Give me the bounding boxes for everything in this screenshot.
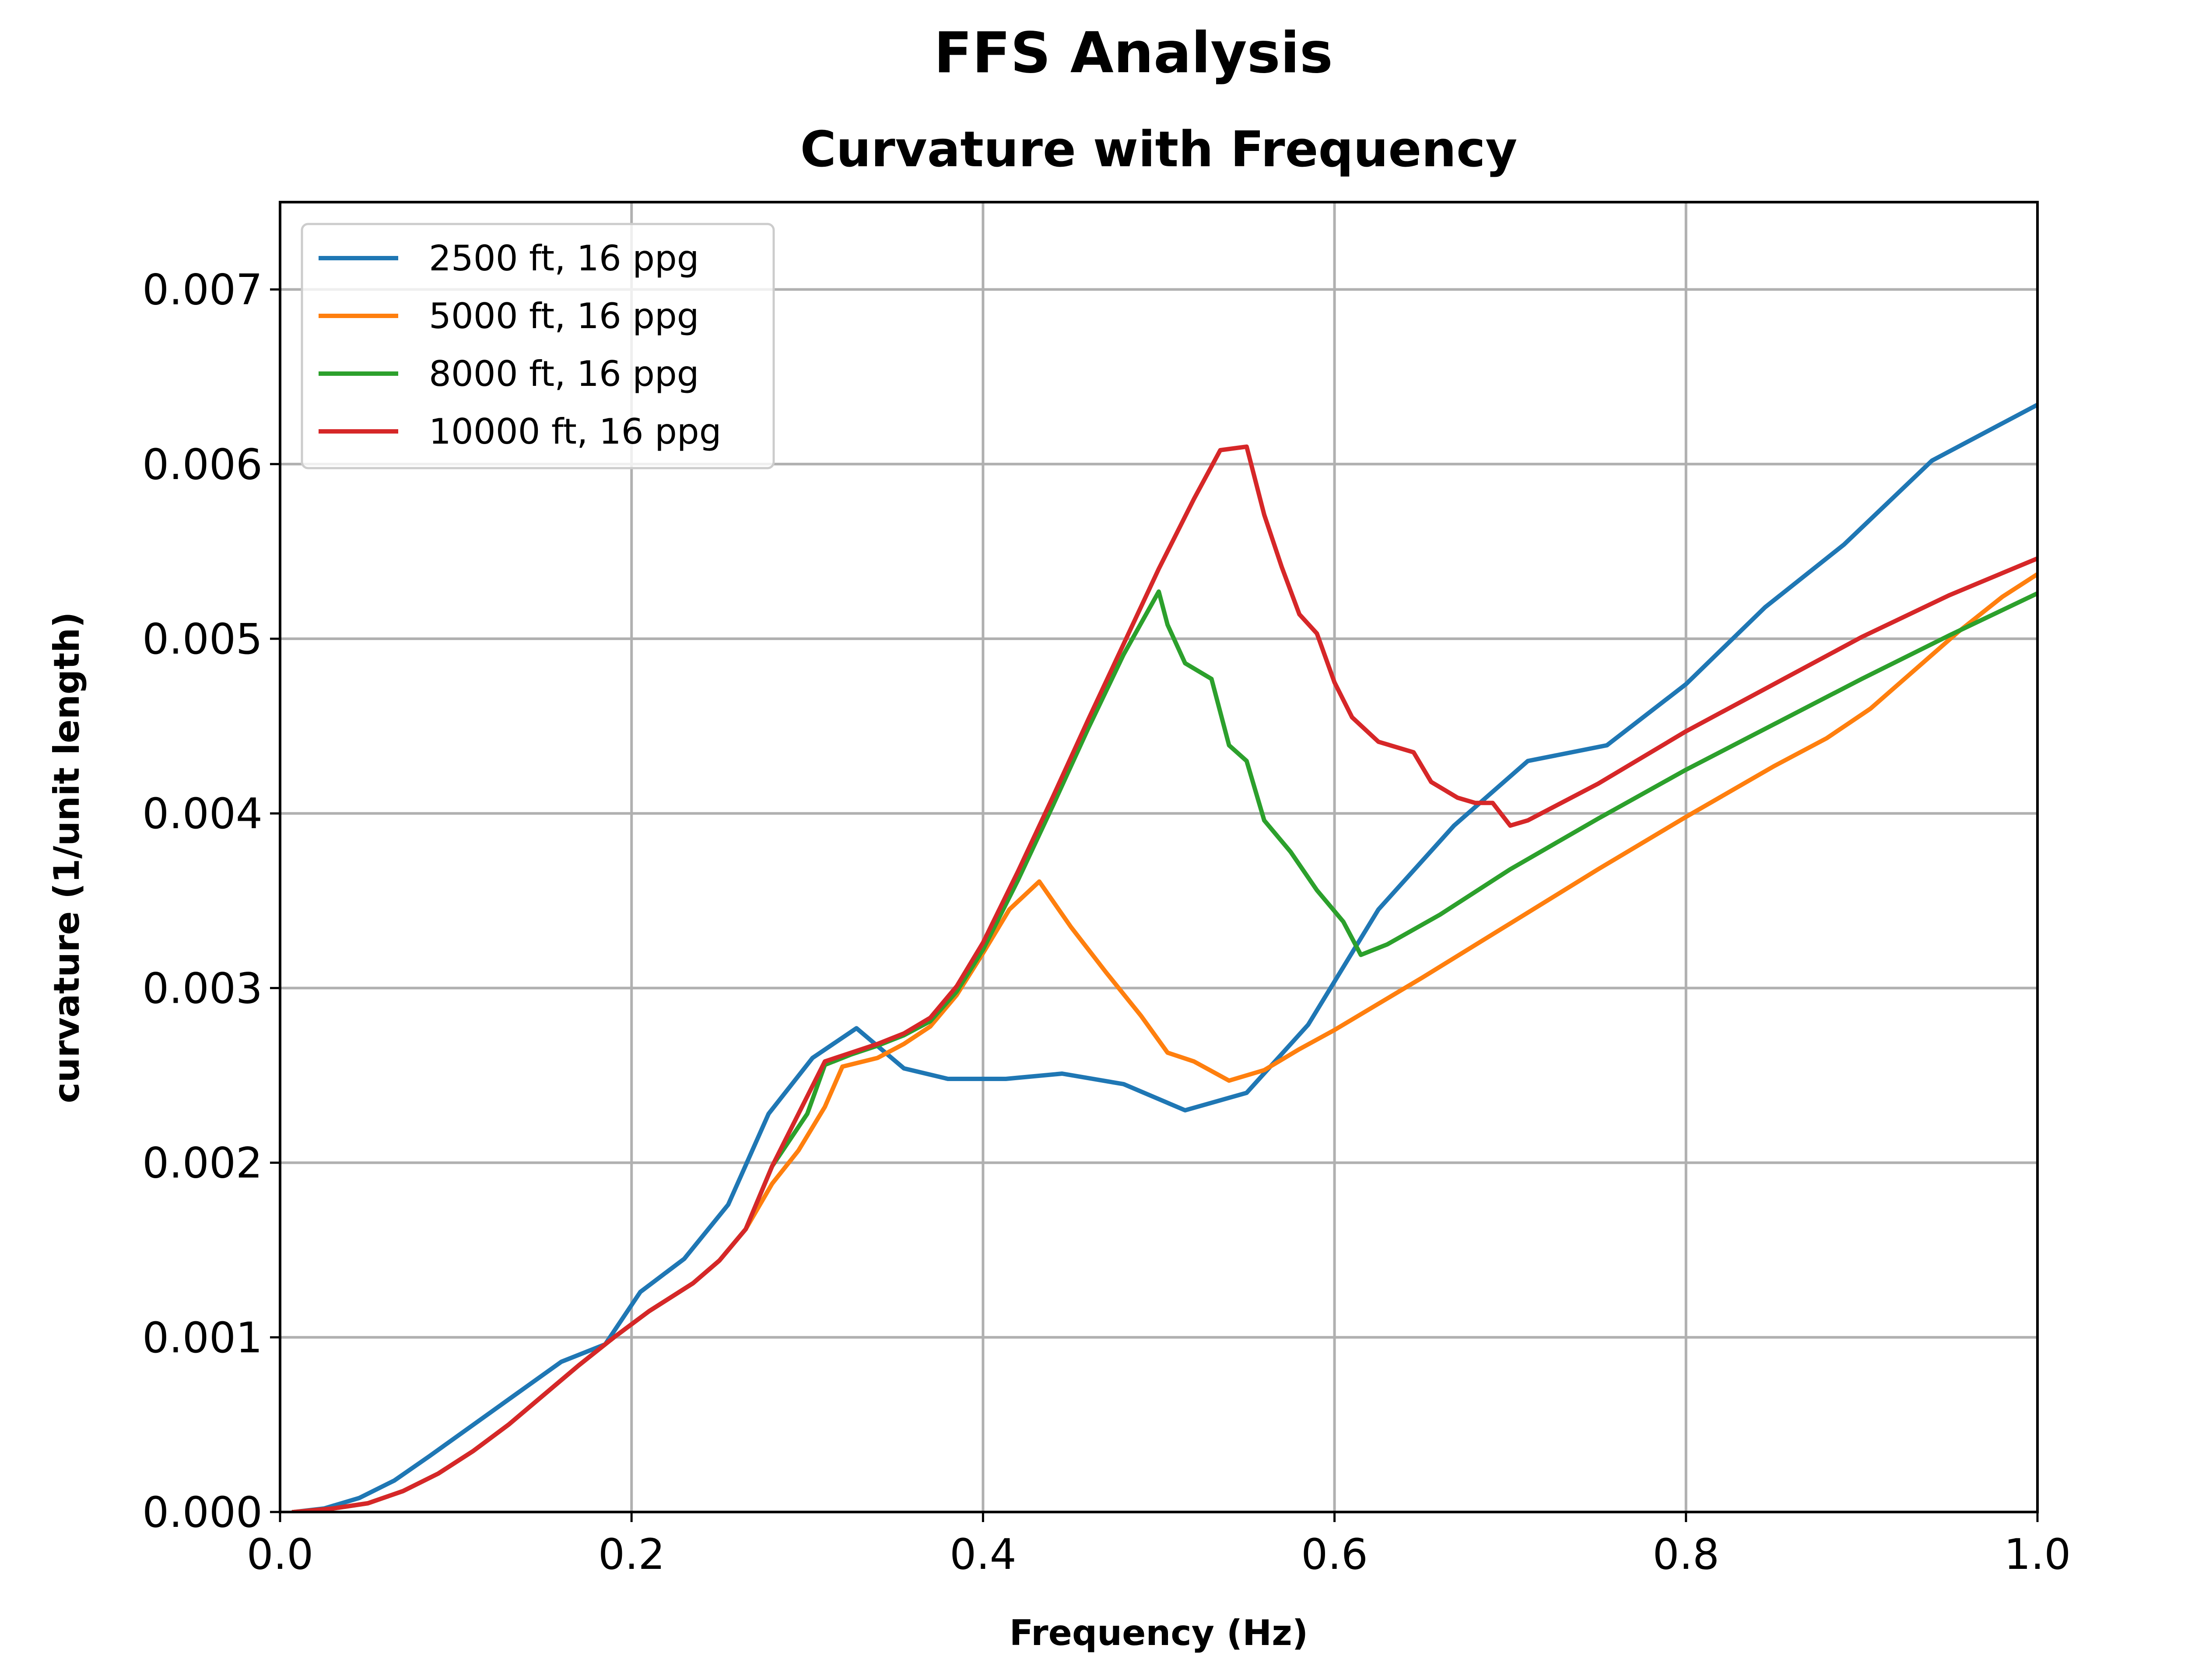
legend-label: 8000 ft, 16 ppg [429, 354, 699, 394]
x-tick-label: 0.0 [247, 1530, 314, 1579]
y-tick-label: 0.007 [142, 266, 263, 315]
legend-label: 5000 ft, 16 ppg [429, 296, 699, 336]
series-line-4 [291, 444, 2037, 1512]
y-tick-label: 0.002 [142, 1139, 263, 1188]
x-axis-label: Frequency (Hz) [1010, 1613, 1308, 1653]
y-tick-label: 0.000 [142, 1488, 263, 1537]
y-tick-label: 0.004 [142, 789, 263, 838]
y-tick-label: 0.003 [142, 964, 263, 1013]
legend-label: 2500 ft, 16 ppg [429, 238, 699, 279]
x-tick-label: 1.0 [2004, 1530, 2071, 1579]
y-tick-label: 0.005 [142, 615, 263, 664]
axis-ticks: 0.0 0.2 0.4 0.6 0.8 1.0 0.000 0.001 0.002 0.003 0.… [142, 266, 2071, 1579]
y-tick-label: 0.001 [142, 1313, 263, 1362]
y-tick-label: 0.006 [142, 440, 263, 489]
x-tick-label: 0.6 [1301, 1530, 1368, 1579]
legend-items: 2500 ft, 16 ppg 5000 ft, 16 ppg 8000 ft, 1… [319, 238, 721, 452]
plot-frame [279, 201, 2039, 1513]
legend: 2500 ft, 16 ppg 5000 ft, 16 ppg 8000 ft, 1… [301, 223, 775, 469]
legend-label: 10000 ft, 16 ppg [429, 411, 721, 452]
x-tick-label: 0.2 [598, 1530, 665, 1579]
x-tick-label: 0.8 [1652, 1530, 1719, 1579]
series-line-1 [291, 402, 2037, 1512]
series-lines [291, 402, 2037, 1512]
x-tick-label: 0.4 [950, 1530, 1017, 1579]
y-axis-label: curvature (1/unit length) [46, 612, 87, 1103]
legend-box [301, 223, 775, 469]
chart-title: Curvature with Frequency [800, 121, 1518, 178]
figure-suptitle: FFS Analysis [934, 21, 1333, 86]
